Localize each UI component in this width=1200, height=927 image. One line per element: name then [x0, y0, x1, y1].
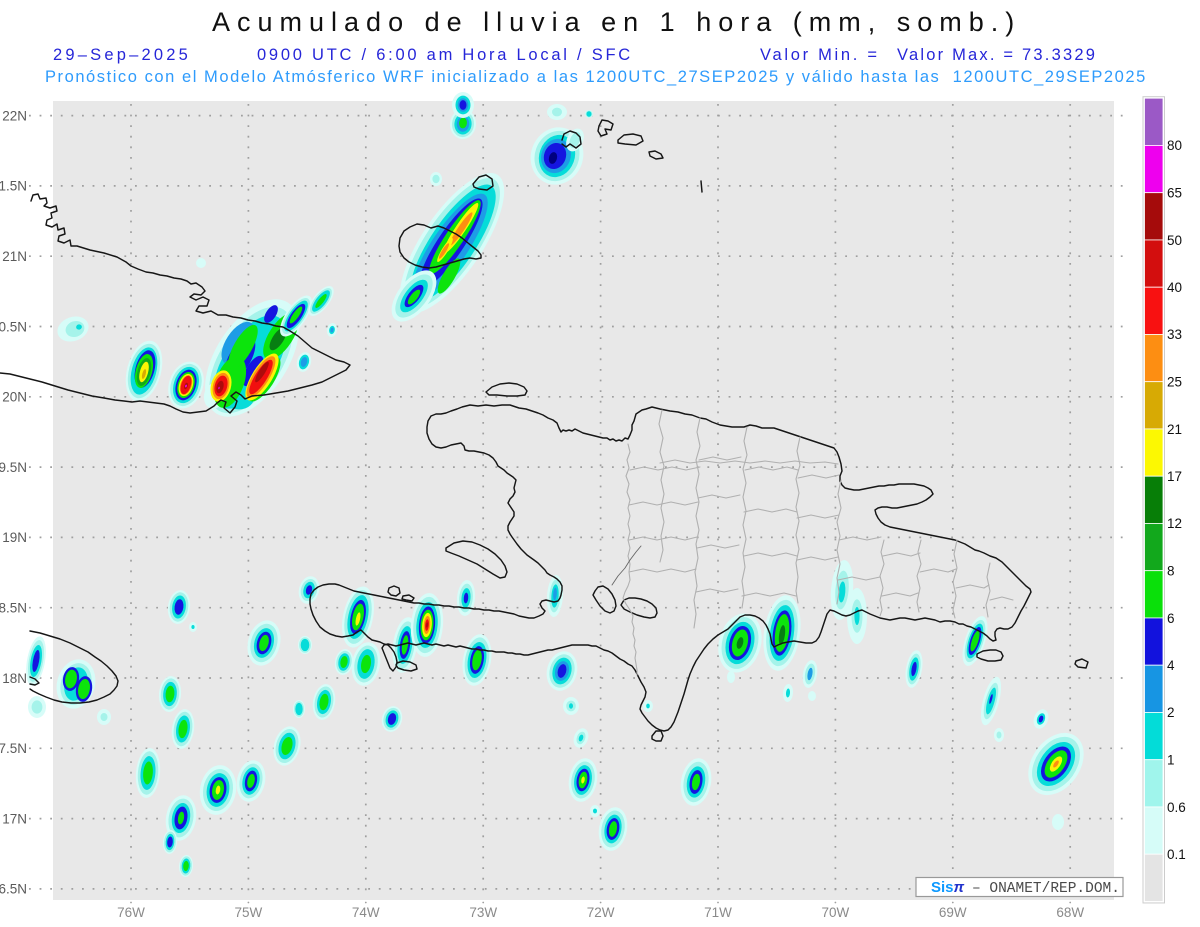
svg-text:0.1: 0.1	[1167, 847, 1186, 862]
svg-text:18N: 18N	[2, 671, 27, 686]
svg-text:72W: 72W	[587, 905, 615, 920]
svg-text:65: 65	[1167, 186, 1182, 201]
svg-text:– ONAMET/REP.DOM.: – ONAMET/REP.DOM.	[972, 881, 1120, 897]
svg-text:68W: 68W	[1056, 905, 1084, 920]
svg-text:50: 50	[1167, 233, 1182, 248]
svg-text:80: 80	[1167, 138, 1182, 153]
svg-text:0.6: 0.6	[1167, 800, 1186, 815]
svg-text:25: 25	[1167, 375, 1182, 390]
svg-text:1: 1	[1167, 753, 1175, 768]
svg-text:40: 40	[1167, 280, 1182, 295]
svg-text:8: 8	[1167, 564, 1175, 579]
svg-text:17: 17	[1167, 469, 1182, 484]
svg-text:21N: 21N	[2, 249, 27, 264]
svg-text:17N: 17N	[2, 811, 27, 826]
svg-text:7.5N: 7.5N	[0, 741, 27, 756]
svg-text:69W: 69W	[939, 905, 967, 920]
svg-text:76W: 76W	[117, 905, 145, 920]
svg-text:21: 21	[1167, 422, 1182, 437]
svg-text:Sisπ: Sisπ	[931, 879, 965, 896]
svg-text:6: 6	[1167, 611, 1175, 626]
svg-text:74W: 74W	[352, 905, 380, 920]
svg-text:19N: 19N	[2, 530, 27, 545]
svg-text:4: 4	[1167, 658, 1175, 673]
svg-text:22N: 22N	[2, 108, 27, 123]
svg-text:9.5N: 9.5N	[0, 460, 27, 475]
svg-text:73W: 73W	[469, 905, 497, 920]
svg-text:1.5N: 1.5N	[0, 179, 27, 194]
svg-text:20N: 20N	[2, 390, 27, 405]
svg-text:0.5N: 0.5N	[0, 319, 27, 334]
svg-text:6.5N: 6.5N	[0, 882, 27, 897]
svg-text:71W: 71W	[704, 905, 732, 920]
svg-text:70W: 70W	[822, 905, 850, 920]
svg-text:75W: 75W	[235, 905, 263, 920]
svg-text:8.5N: 8.5N	[0, 601, 27, 616]
svg-text:2: 2	[1167, 705, 1175, 720]
svg-text:33: 33	[1167, 327, 1182, 342]
svg-text:12: 12	[1167, 516, 1182, 531]
